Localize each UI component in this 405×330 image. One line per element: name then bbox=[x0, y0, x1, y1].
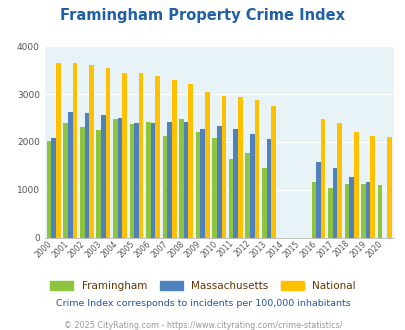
Bar bbox=[139, 74, 143, 238]
Bar bbox=[89, 65, 94, 238]
Bar bbox=[96, 130, 101, 238]
Bar bbox=[56, 63, 61, 238]
Bar bbox=[195, 132, 200, 238]
Bar bbox=[47, 141, 51, 238]
Bar bbox=[129, 124, 134, 238]
Bar bbox=[266, 139, 271, 238]
Bar bbox=[320, 119, 325, 238]
Bar bbox=[353, 132, 358, 238]
Bar bbox=[162, 136, 167, 238]
Bar bbox=[105, 68, 110, 238]
Bar bbox=[271, 107, 275, 238]
Bar bbox=[101, 115, 105, 238]
Bar bbox=[360, 184, 365, 238]
Bar bbox=[386, 137, 391, 238]
Bar bbox=[315, 162, 320, 238]
Bar bbox=[216, 126, 221, 238]
Bar bbox=[212, 138, 216, 238]
Bar bbox=[327, 188, 332, 238]
Bar bbox=[348, 177, 353, 238]
Bar bbox=[332, 168, 337, 238]
Bar bbox=[237, 97, 242, 238]
Bar bbox=[249, 134, 254, 238]
Bar bbox=[228, 159, 233, 238]
Bar bbox=[134, 123, 139, 238]
Bar bbox=[113, 119, 117, 238]
Bar bbox=[233, 129, 237, 238]
Bar bbox=[221, 96, 226, 238]
Bar bbox=[205, 92, 209, 238]
Text: Crime Index corresponds to incidents per 100,000 inhabitants: Crime Index corresponds to incidents per… bbox=[55, 299, 350, 308]
Text: Framingham Property Crime Index: Framingham Property Crime Index bbox=[60, 8, 345, 23]
Bar bbox=[311, 182, 315, 238]
Bar bbox=[200, 129, 205, 238]
Bar bbox=[63, 123, 68, 238]
Bar bbox=[51, 138, 56, 238]
Text: © 2025 CityRating.com - https://www.cityrating.com/crime-statistics/: © 2025 CityRating.com - https://www.city… bbox=[64, 321, 341, 330]
Bar bbox=[370, 136, 374, 238]
Bar bbox=[365, 182, 370, 238]
Bar bbox=[344, 183, 348, 238]
Bar bbox=[171, 80, 176, 238]
Bar bbox=[188, 83, 193, 238]
Bar bbox=[122, 73, 127, 238]
Bar bbox=[337, 123, 341, 238]
Bar bbox=[72, 63, 77, 238]
Bar bbox=[261, 168, 266, 238]
Legend: Framingham, Massachusetts, National: Framingham, Massachusetts, National bbox=[47, 278, 358, 294]
Bar bbox=[155, 76, 160, 238]
Bar bbox=[117, 118, 122, 238]
Bar bbox=[146, 122, 150, 238]
Bar bbox=[84, 113, 89, 238]
Bar bbox=[245, 153, 249, 238]
Bar bbox=[68, 112, 72, 238]
Bar bbox=[183, 122, 188, 238]
Bar bbox=[80, 127, 84, 238]
Bar bbox=[179, 119, 183, 238]
Bar bbox=[150, 123, 155, 238]
Bar bbox=[254, 100, 259, 238]
Bar bbox=[167, 122, 171, 238]
Bar bbox=[377, 185, 382, 238]
